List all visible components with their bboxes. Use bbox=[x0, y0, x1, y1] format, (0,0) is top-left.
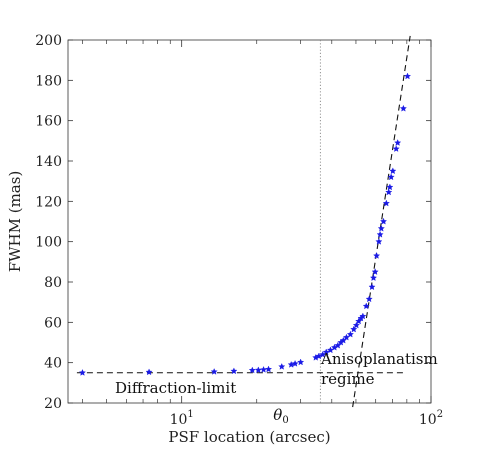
data-point-45 bbox=[399, 104, 407, 112]
data-point-38 bbox=[382, 199, 390, 207]
data-point-6 bbox=[260, 366, 268, 373]
regime-label: regime bbox=[321, 370, 375, 388]
data-point-5 bbox=[254, 366, 262, 374]
data-point-41 bbox=[387, 173, 395, 181]
ytick-label-160: 160 bbox=[35, 114, 62, 130]
ytick-label-120: 120 bbox=[35, 194, 62, 210]
x-axis-label: PSF location (arcsec) bbox=[168, 428, 330, 446]
data-point-25 bbox=[355, 317, 363, 325]
data-point-44 bbox=[394, 139, 402, 146]
theta0-label: θ0 bbox=[273, 406, 288, 426]
data-point-33 bbox=[373, 252, 381, 259]
data-point-42 bbox=[389, 167, 397, 175]
data-point-46 bbox=[403, 72, 412, 80]
ytick-label-80: 80 bbox=[44, 275, 62, 291]
data-points bbox=[78, 72, 412, 376]
data-point-43 bbox=[392, 145, 400, 152]
plot-area-frame bbox=[67, 39, 432, 404]
data-point-8 bbox=[278, 362, 286, 370]
ytick-label-60: 60 bbox=[44, 315, 62, 331]
xtick-label-100: 102 bbox=[419, 409, 443, 428]
data-point-2 bbox=[210, 368, 218, 375]
data-point-36 bbox=[377, 224, 385, 232]
ytick-label-100: 100 bbox=[35, 235, 62, 251]
axis-ticks bbox=[68, 39, 432, 404]
xtick-label-10: 101 bbox=[170, 409, 194, 428]
ytick-label-140: 140 bbox=[35, 154, 62, 170]
data-point-23 bbox=[350, 325, 358, 333]
ytick-label-200: 200 bbox=[35, 33, 62, 49]
ytick-label-40: 40 bbox=[44, 356, 62, 372]
ytick-label-20: 20 bbox=[44, 396, 62, 412]
data-point-30 bbox=[368, 283, 376, 291]
data-point-29 bbox=[365, 295, 373, 303]
y-axis-label: FWHM (mas) bbox=[6, 171, 24, 273]
data-point-37 bbox=[379, 217, 388, 225]
data-point-1 bbox=[145, 368, 153, 376]
data-point-35 bbox=[376, 230, 384, 238]
ytick-label-180: 180 bbox=[35, 73, 62, 89]
data-point-31 bbox=[369, 274, 378, 281]
theta-symbol: θ bbox=[273, 406, 282, 424]
data-point-39 bbox=[385, 188, 393, 196]
data-point-4 bbox=[248, 366, 256, 374]
anisoplanatism-dashed-line bbox=[352, 35, 411, 408]
data-point-24 bbox=[352, 321, 360, 329]
data-point-7 bbox=[264, 365, 273, 373]
data-point-15 bbox=[322, 348, 330, 356]
anisoplanatism-label: Anisoplanatism bbox=[320, 350, 438, 368]
data-point-40 bbox=[386, 183, 394, 191]
x-tick-labels: 101 102 bbox=[170, 409, 444, 428]
data-point-34 bbox=[375, 237, 383, 245]
data-point-27 bbox=[359, 312, 367, 320]
y-tick-labels: 20 40 60 80 100 120 140 160 180 200 bbox=[35, 33, 62, 412]
data-point-22 bbox=[346, 330, 354, 338]
data-point-10 bbox=[291, 359, 299, 367]
diffraction-limit-label: Diffraction-limit bbox=[115, 379, 236, 397]
theta-subscript: 0 bbox=[282, 415, 288, 426]
data-point-0 bbox=[78, 369, 86, 376]
data-point-11 bbox=[297, 358, 305, 366]
data-point-3 bbox=[230, 367, 238, 375]
data-point-28 bbox=[362, 302, 370, 310]
data-point-32 bbox=[371, 268, 379, 275]
